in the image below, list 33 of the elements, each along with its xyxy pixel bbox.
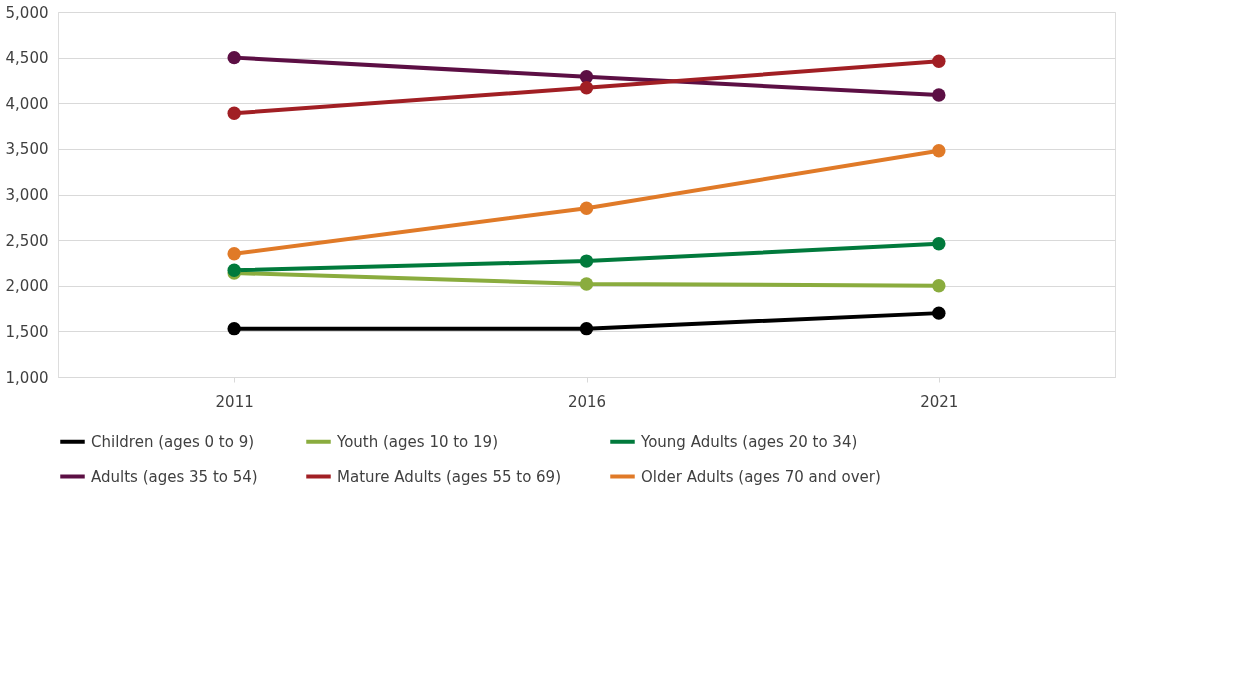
y-tick-label: 3,500 (5, 140, 49, 159)
point (932, 54, 946, 68)
point (932, 88, 946, 102)
point (579, 254, 594, 268)
point (579, 81, 594, 95)
y-tick-label: 2,000 (5, 277, 49, 296)
point (227, 321, 241, 336)
x-tick-label: 2016 (567, 392, 607, 411)
legend-label: Youth (ages 10 to 19) (336, 432, 499, 451)
point (579, 201, 594, 215)
x-tick-label: 2021 (920, 392, 959, 411)
point (932, 144, 946, 158)
legend-label: Adults (ages 35 to 54) (91, 467, 258, 486)
y-tick-label: 3,000 (5, 186, 49, 204)
y-tick-label: 4,500 (5, 49, 49, 68)
legend-label: Mature Adults (ages 55 to 69) (337, 467, 562, 486)
y-tick-label: 4,000 (5, 94, 49, 113)
legend-label: Children (ages 0 to 9) (91, 432, 255, 451)
legend-label: Young Adults (ages 20 to 34) (640, 432, 858, 451)
point (579, 321, 594, 336)
point (932, 279, 946, 293)
y-tick-label: 1,000 (5, 368, 49, 387)
y-tick-label: 5,000 (5, 3, 49, 22)
point (227, 50, 241, 65)
point (227, 106, 241, 120)
x-tick-label: 2011 (215, 392, 254, 411)
y-tick-label: 2,500 (5, 231, 49, 250)
legend-label: Older Adults (ages 70 and over) (641, 467, 881, 486)
point (932, 306, 946, 320)
point (227, 247, 241, 261)
point (932, 237, 946, 251)
y-tick-label: 1,500 (5, 322, 49, 341)
point (579, 277, 594, 291)
